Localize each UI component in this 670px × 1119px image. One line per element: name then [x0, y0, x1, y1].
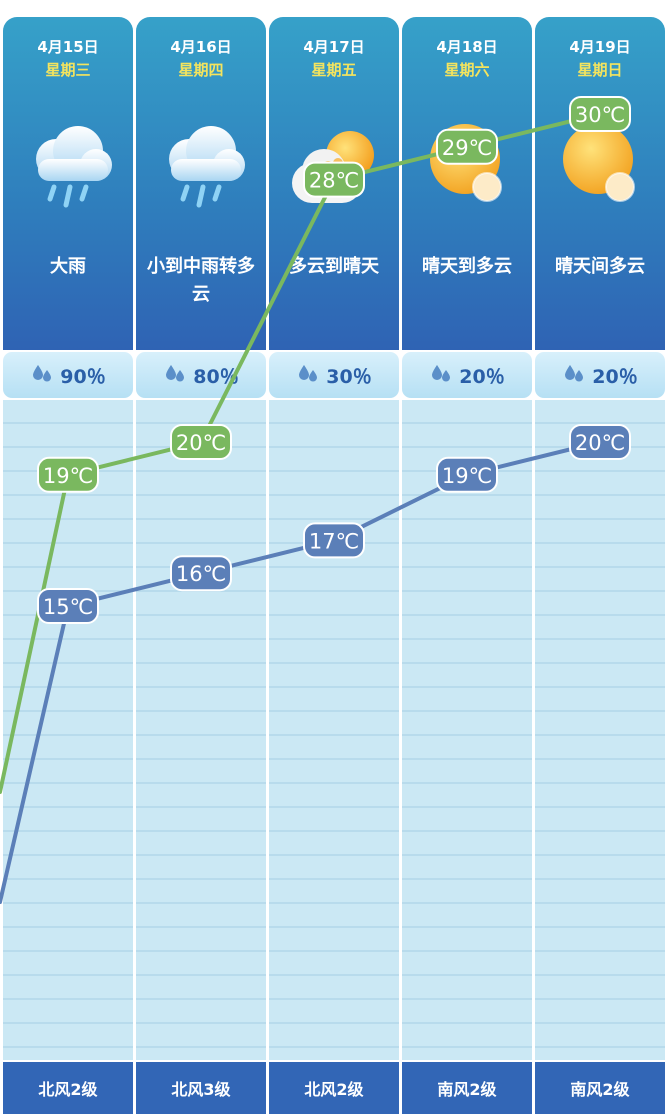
temp-badge — [303, 522, 365, 559]
high-temp-point: 20℃ — [170, 424, 232, 460]
raindrop-icon — [296, 361, 320, 390]
weather-description: 大雨 — [50, 256, 86, 277]
high-temp-point: 19℃ — [37, 456, 99, 493]
day-header: 4月16日星期四小到中雨转多云 — [136, 17, 266, 350]
wind-label: 北风3级 — [136, 1062, 266, 1114]
weather-description: 晴天间多云 — [555, 256, 645, 277]
weekday-label: 星期五 — [311, 61, 357, 79]
low-temp-point: 15℃ — [37, 588, 99, 624]
chart-column-background — [3, 400, 133, 1060]
temp-badge — [170, 424, 232, 460]
chart-column-background — [269, 400, 399, 1060]
temp-label: 29℃ — [442, 136, 492, 160]
low-temp-line — [0, 440, 602, 904]
date-label: 4月18日 — [436, 38, 498, 56]
temp-badge — [436, 456, 498, 493]
weekday-label: 星期四 — [178, 61, 224, 79]
weekday-label: 星期三 — [45, 61, 91, 79]
low-temp-point: 20℃ — [569, 424, 631, 460]
temp-badge — [303, 161, 365, 198]
wind-label: 北风2级 — [3, 1062, 133, 1114]
raindrop-icon — [30, 361, 54, 390]
temp-label: 28℃ — [309, 169, 359, 193]
high-temp-point: 28℃ — [303, 161, 365, 198]
temp-label: 30℃ — [575, 103, 625, 127]
high-temp-line — [0, 112, 602, 794]
temp-badge — [569, 424, 631, 460]
temp-badge — [436, 128, 498, 165]
weekday-label: 星期六 — [444, 61, 490, 79]
date-label: 4月19日 — [569, 38, 631, 56]
chart-column-background — [402, 400, 532, 1060]
temp-label: 19℃ — [442, 464, 492, 488]
chart-column-background — [136, 400, 266, 1060]
precipitation-value: 90％ — [60, 365, 106, 388]
wind-label: 北风2级 — [269, 1062, 399, 1114]
precipitation-value: 30％ — [326, 365, 372, 388]
temp-badge — [37, 456, 99, 493]
wind-label: 南风2级 — [535, 1062, 665, 1114]
chart-column-background — [535, 400, 665, 1060]
temp-label: 16℃ — [176, 562, 226, 586]
temp-label: 20℃ — [176, 431, 226, 455]
temp-badge — [170, 555, 232, 592]
day-column: 4月15日星期三大雨 90％ 北风2级 — [3, 0, 133, 1119]
weather-description: 多云到晴天 — [289, 256, 379, 277]
day-column: 4月16日星期四小到中雨转多云 80％ 北风3级 — [136, 0, 266, 1119]
temp-label: 20℃ — [575, 431, 625, 455]
day-header: 4月15日星期三大雨 — [3, 17, 133, 350]
precipitation-badge: 20％ — [402, 352, 532, 398]
date-label: 4月15日 — [37, 38, 99, 56]
temp-label: 15℃ — [43, 595, 93, 619]
low-temp-point: 17℃ — [303, 522, 365, 559]
precipitation-badge: 90％ — [3, 352, 133, 398]
low-temp-point: 16℃ — [170, 555, 232, 592]
weather-description: 小到中雨转多云 — [147, 256, 255, 305]
temp-label: 19℃ — [43, 464, 93, 488]
day-header: 4月18日星期六晴天到多云 — [402, 17, 532, 350]
temp-label: 17℃ — [309, 529, 359, 553]
raindrop-icon — [163, 361, 187, 390]
precipitation-value: 20％ — [592, 365, 638, 388]
high-temp-point: 30℃ — [569, 96, 631, 132]
day-column: 4月18日星期六晴天到多云 20％ 南风2级 — [402, 0, 532, 1119]
day-header: 4月19日星期日晴天间多云 — [535, 17, 665, 350]
sunny-partly-cloudy-icon — [550, 113, 650, 213]
precipitation-value: 20％ — [459, 365, 505, 388]
temp-badge — [569, 96, 631, 132]
low-temp-point: 19℃ — [436, 456, 498, 493]
date-label: 4月16日 — [170, 38, 232, 56]
raindrop-icon — [562, 361, 586, 390]
high-temp-point: 29℃ — [436, 128, 498, 165]
moderate-rain-icon — [151, 113, 251, 213]
wind-label: 南风2级 — [402, 1062, 532, 1114]
precipitation-value: 80％ — [193, 365, 239, 388]
precipitation-badge: 30％ — [269, 352, 399, 398]
temp-badge — [37, 588, 99, 624]
weather-description: 晴天到多云 — [422, 256, 512, 277]
day-column: 4月19日星期日晴天间多云 20％ 南风2级 — [535, 0, 665, 1119]
precipitation-badge: 20％ — [535, 352, 665, 398]
weekday-label: 星期日 — [577, 61, 623, 79]
heavy-rain-icon — [18, 113, 118, 213]
date-label: 4月17日 — [303, 38, 365, 56]
raindrop-icon — [429, 361, 453, 390]
